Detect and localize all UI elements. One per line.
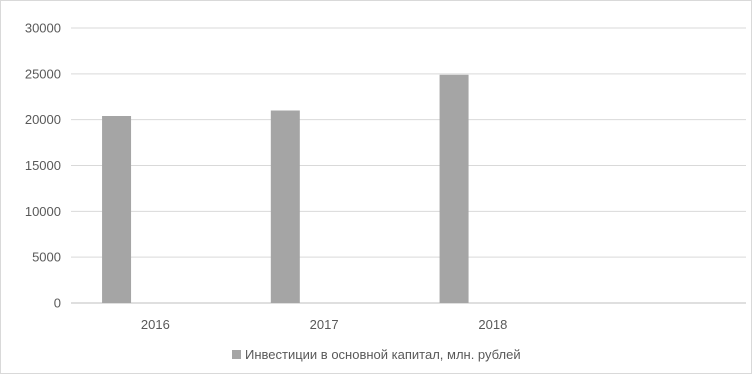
legend: Инвестиции в основной капитал, млн. рубл… [232,347,521,362]
bar-2018 [439,74,469,303]
y-axis: 0 5000 10000 15000 20000 25000 30000 [25,21,61,311]
x-tick-label: 2018 [478,317,507,332]
y-tick-label: 0 [54,296,61,311]
x-tick-label: 2016 [141,317,170,332]
x-axis: 2016 2017 2018 [141,317,507,332]
y-tick-label: 30000 [25,21,61,36]
y-tick-label: 20000 [25,112,61,127]
legend-label: Инвестиции в основной капитал, млн. рубл… [245,347,521,362]
bars [102,74,469,303]
y-tick-label: 25000 [25,66,61,81]
gridlines [71,27,746,304]
y-tick-label: 10000 [25,204,61,219]
legend-swatch [232,350,241,359]
bar-2017 [270,110,300,303]
x-tick-label: 2017 [310,317,339,332]
bar-2016 [102,116,132,303]
y-tick-label: 15000 [25,158,61,173]
y-tick-label: 5000 [32,250,61,265]
